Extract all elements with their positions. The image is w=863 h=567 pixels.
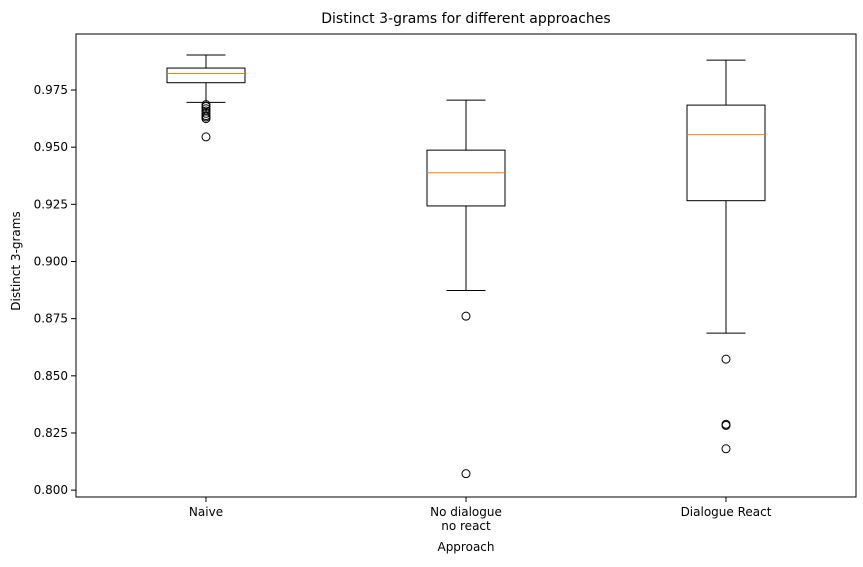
y-tick-label: 0.875: [34, 312, 68, 326]
outlier-point: [461, 311, 471, 321]
outlier-point: [201, 108, 211, 118]
outlier-point: [461, 469, 471, 479]
plot-area: 0.800 0.825 0.850 0.875 0.900 0.925 0.950 0.975…: [34, 54, 772, 533]
box: [686, 104, 766, 202]
outlier-point: [721, 444, 731, 454]
box: [426, 149, 506, 207]
y-axis-label: Distinct 3-grams: [9, 211, 23, 310]
y-tick-label: 0.800: [34, 483, 68, 497]
y-tick-label: 0.925: [34, 197, 68, 211]
x-axis-label: Approach: [437, 540, 494, 554]
outlier-point: [721, 354, 731, 364]
outlier-point: [721, 420, 731, 430]
y-tick-label: 0.950: [34, 140, 68, 154]
y-tick-label: 0.850: [34, 369, 68, 383]
x-tick-label: Naive: [189, 505, 223, 519]
plot-frame: [75, 33, 857, 498]
outlier-point: [201, 104, 211, 114]
outlier-point: [201, 106, 211, 116]
y-tick-label: 0.825: [34, 426, 68, 440]
chart-title: Distinct 3-grams for different approache…: [321, 11, 610, 27]
outlier-point: [201, 111, 211, 121]
x-tick-label: No dialogue: [430, 505, 502, 519]
y-tick-label: 0.900: [34, 254, 68, 268]
x-tick-label: Dialogue React: [681, 505, 772, 519]
x-tick-label: no react: [441, 519, 491, 533]
box: [166, 67, 246, 84]
outlier-point: [201, 100, 211, 110]
y-tick-label: 0.975: [34, 83, 68, 97]
outlier-point: [201, 132, 211, 142]
